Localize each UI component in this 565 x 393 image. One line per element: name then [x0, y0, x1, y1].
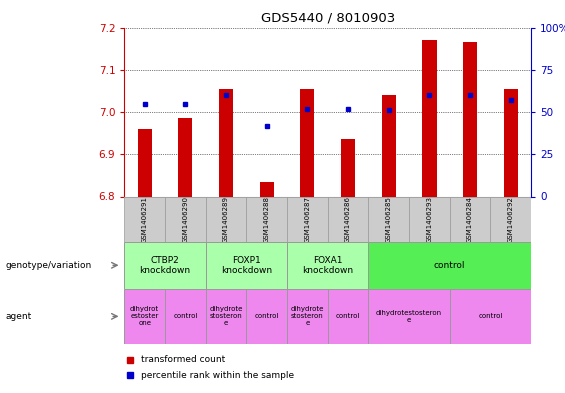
Text: GSM1406287: GSM1406287 [305, 196, 310, 242]
Text: genotype/variation: genotype/variation [6, 261, 92, 270]
Text: GSM1406291: GSM1406291 [142, 196, 147, 242]
Bar [490, 196, 531, 242]
Bar [368, 196, 409, 242]
Bar [178, 118, 193, 196]
Bar [450, 196, 490, 242]
Text: GSM1406285: GSM1406285 [386, 196, 392, 242]
Text: GSM1406293: GSM1406293 [427, 196, 432, 242]
Text: dihydrotestosteron
e: dihydrotestosteron e [376, 310, 442, 323]
Text: percentile rank within the sample: percentile rank within the sample [141, 371, 294, 380]
Bar [137, 129, 152, 196]
Bar [341, 140, 355, 196]
Text: control: control [173, 313, 198, 320]
Text: GSM1406290: GSM1406290 [182, 196, 188, 242]
Bar [206, 242, 287, 289]
Bar [287, 242, 368, 289]
Bar [368, 289, 450, 344]
Text: FOXA1
knockdown: FOXA1 knockdown [302, 255, 353, 275]
Bar [463, 42, 477, 196]
Text: control: control [434, 261, 466, 270]
Bar [287, 196, 328, 242]
Bar [422, 40, 437, 196]
Bar [503, 89, 518, 196]
Text: control: control [254, 313, 279, 320]
Text: control: control [336, 313, 360, 320]
Bar [300, 89, 315, 196]
Bar [219, 89, 233, 196]
Text: GSM1406289: GSM1406289 [223, 196, 229, 242]
Text: FOXP1
knockdown: FOXP1 knockdown [221, 255, 272, 275]
Bar [368, 242, 531, 289]
Text: dihydrote
stosteron
e: dihydrote stosteron e [290, 307, 324, 326]
Text: transformed count: transformed count [141, 355, 225, 364]
Bar [124, 196, 165, 242]
Text: dihydrote
stosteron
e: dihydrote stosteron e [209, 307, 243, 326]
Bar [287, 289, 328, 344]
Bar [206, 196, 246, 242]
Bar [328, 196, 368, 242]
Text: GSM1406284: GSM1406284 [467, 196, 473, 242]
Text: control: control [478, 313, 503, 320]
Text: agent: agent [6, 312, 32, 321]
Bar [165, 289, 206, 344]
Bar [165, 196, 206, 242]
Text: GSM1406286: GSM1406286 [345, 196, 351, 242]
Bar [124, 289, 165, 344]
Bar [124, 242, 206, 289]
Title: GDS5440 / 8010903: GDS5440 / 8010903 [260, 12, 395, 25]
Bar [246, 289, 287, 344]
Bar [381, 95, 396, 196]
Text: GSM1406292: GSM1406292 [508, 196, 514, 242]
Bar [450, 289, 531, 344]
Bar [328, 289, 368, 344]
Bar [259, 182, 274, 196]
Bar [206, 289, 246, 344]
Text: GSM1406288: GSM1406288 [264, 196, 270, 242]
Bar [246, 196, 287, 242]
Text: dihydrot
estoster
one: dihydrot estoster one [130, 307, 159, 326]
Bar [409, 196, 450, 242]
Text: CTBP2
knockdown: CTBP2 knockdown [140, 255, 190, 275]
